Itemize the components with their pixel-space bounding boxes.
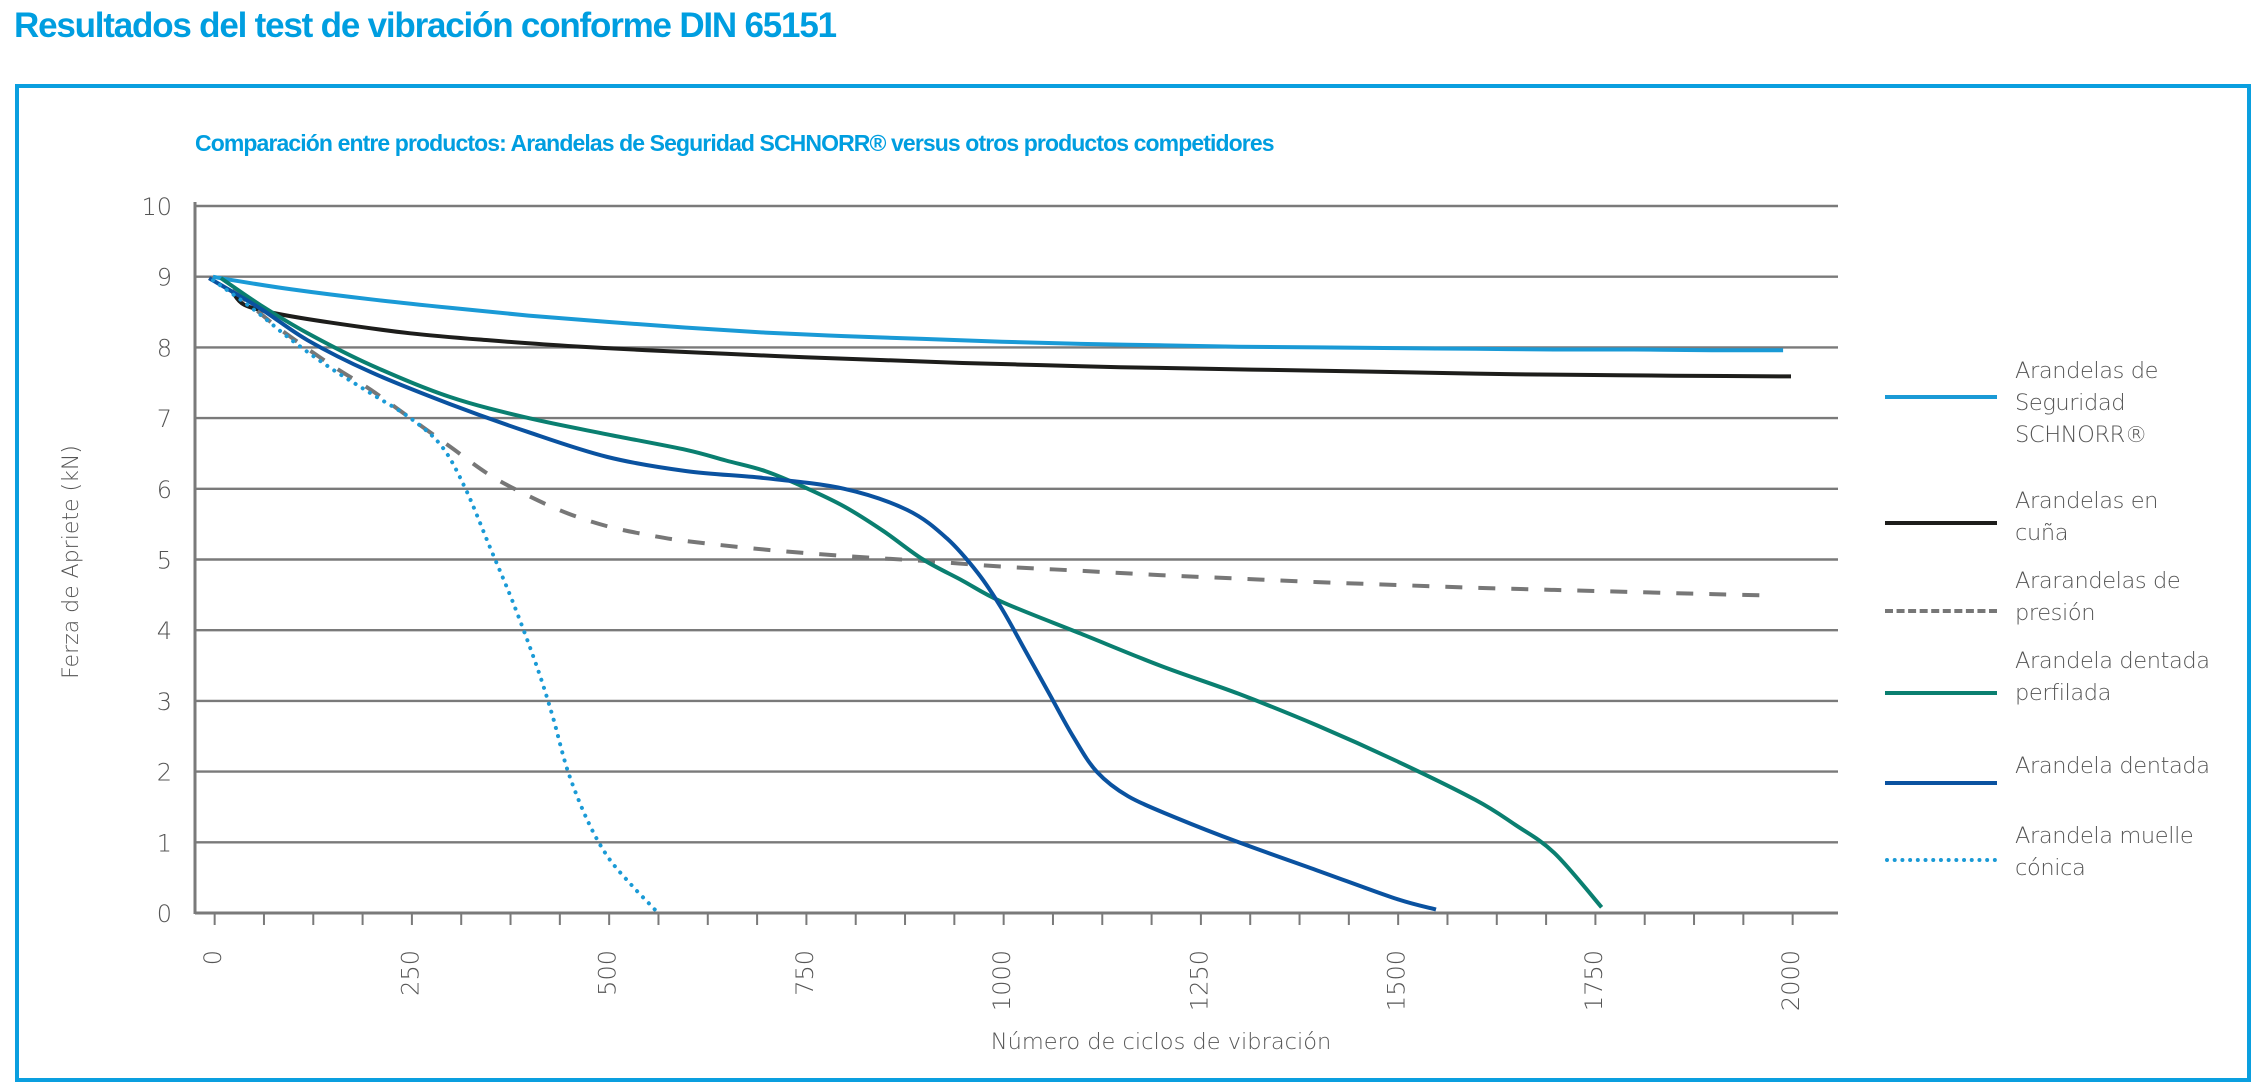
y-axis-label: Ferza de Apriete (kN) <box>59 445 84 679</box>
legend-swatch <box>1885 609 1997 613</box>
series-lines <box>208 274 1792 912</box>
legend-swatch <box>1885 521 1997 525</box>
legend-label: Arandela dentada perfilada <box>2015 648 2210 706</box>
x-tick-label: 500 <box>594 950 622 996</box>
legend-label: Arandelas de Seguridad SCHNORR® <box>2015 358 2159 448</box>
y-tick-label: 6 <box>157 476 172 504</box>
legend-label: Ararandelas de presión <box>2015 568 2181 626</box>
series-line-ararandelas-de-presion <box>231 287 1776 598</box>
chart-title: Comparación entre productos: Arandelas d… <box>195 130 1275 156</box>
series-line-arandela-dentada <box>208 276 1437 912</box>
y-tick-label: 8 <box>157 334 172 362</box>
legend-label: Arandela dentada <box>2015 753 2210 779</box>
x-tick-label: 1500 <box>1383 950 1411 1011</box>
y-tick-label: 5 <box>157 547 172 575</box>
x-tick-label: 750 <box>791 950 819 996</box>
y-tick-label: 0 <box>157 900 172 928</box>
legend-label: Arandela muelle cónica <box>2015 823 2194 881</box>
y-tick-labels: 0 1 2 3 4 5 6 7 8 9 10 <box>141 193 172 928</box>
series-line-arandela-muelle-conica <box>211 278 657 912</box>
legend-label: Arandelas en cuña <box>2015 488 2159 546</box>
x-tick-label: 250 <box>396 950 424 996</box>
x-tick-label: 1000 <box>988 950 1016 1011</box>
series-line-arandelas-en-cuna <box>231 290 1792 379</box>
legend-swatch <box>1885 858 1997 862</box>
series-line-arandelas-de-seguridad-schnorr <box>212 274 1784 353</box>
x-tick-label: 1750 <box>1580 950 1608 1011</box>
axes <box>193 202 1838 925</box>
legend-swatch <box>1885 781 1997 785</box>
x-tick-label: 1250 <box>1185 950 1213 1011</box>
y-tick-label: 7 <box>157 405 172 433</box>
legend-swatch <box>1885 395 1997 399</box>
x-tick-labels: 0 250 500 750 1000 1250 1500 1750 2000 <box>199 950 1805 1011</box>
gridlines <box>195 204 1838 844</box>
x-axis-label: Número de ciclos de vibración <box>991 1029 1332 1055</box>
series-line-arandela-dentada-perfilada <box>219 276 1604 909</box>
x-tick-label: 2000 <box>1777 950 1805 1011</box>
y-tick-label: 9 <box>157 264 172 292</box>
page-title: Resultados del test de vibración conform… <box>14 6 837 45</box>
y-tick-label: 1 <box>157 829 172 857</box>
chart-frame <box>15 84 2251 1082</box>
x-tick-label: 0 <box>199 950 227 965</box>
y-tick-label: 10 <box>141 193 172 221</box>
y-tick-label: 3 <box>157 688 172 716</box>
y-tick-label: 4 <box>157 617 172 645</box>
legend-swatch <box>1885 691 1997 695</box>
y-tick-label: 2 <box>157 759 172 787</box>
